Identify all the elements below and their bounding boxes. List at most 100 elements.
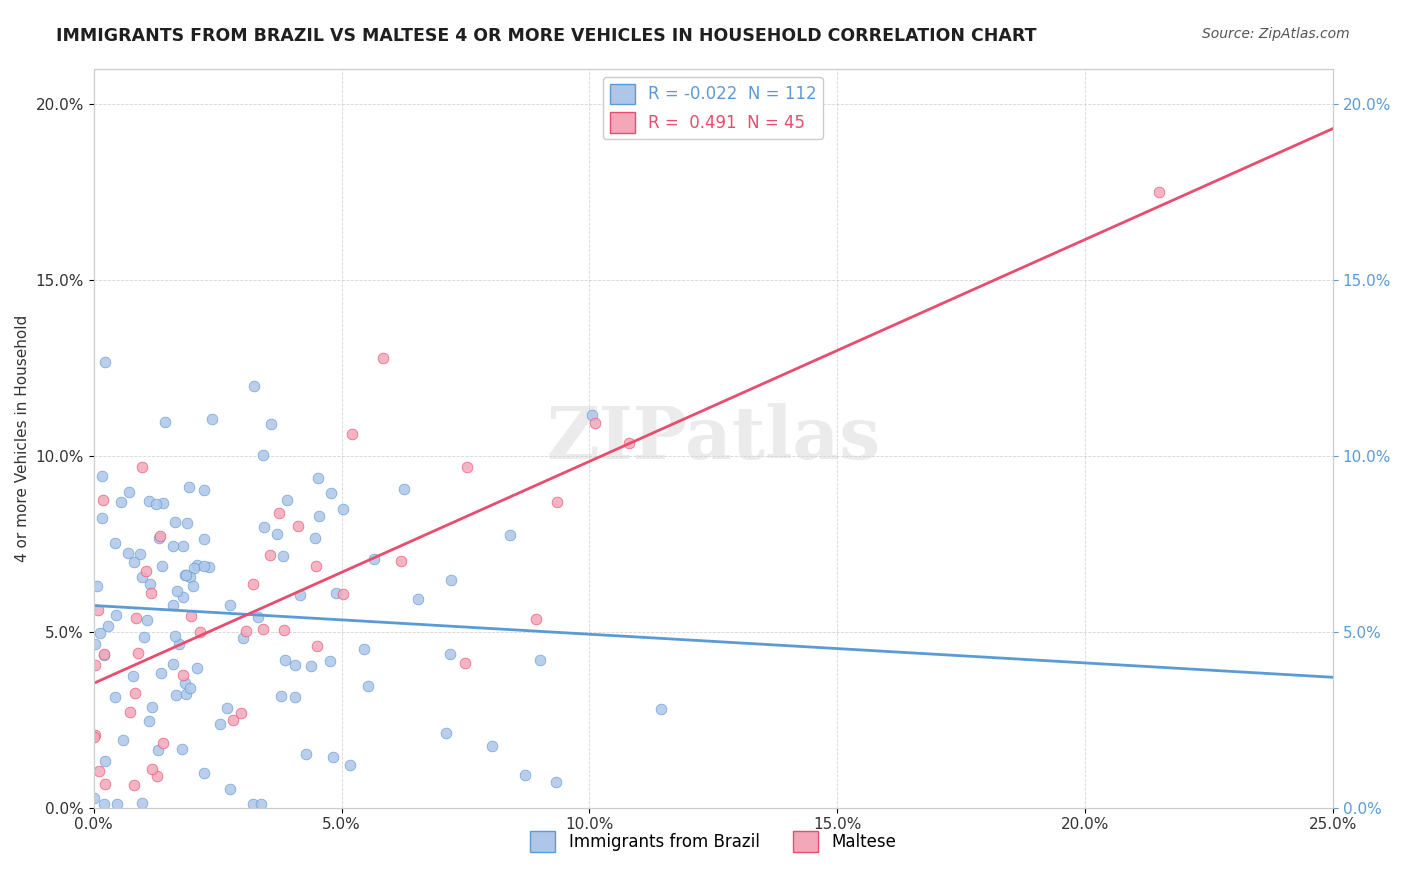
Point xyxy=(242,577,264,591)
Point xyxy=(105,797,128,812)
Point xyxy=(135,613,157,627)
Point xyxy=(481,739,503,753)
Point xyxy=(219,599,242,613)
Point xyxy=(201,412,224,426)
Point xyxy=(179,681,201,695)
Point xyxy=(150,665,173,680)
Point xyxy=(356,679,378,693)
Point xyxy=(148,743,170,757)
Point xyxy=(84,657,107,672)
Point xyxy=(141,700,163,714)
Point xyxy=(218,781,240,796)
Point xyxy=(139,586,162,600)
Point xyxy=(124,686,146,700)
Point xyxy=(104,608,127,623)
Point xyxy=(93,648,115,662)
Point xyxy=(169,637,191,651)
Point xyxy=(94,754,117,768)
Point xyxy=(235,624,257,638)
Point xyxy=(131,570,153,584)
Point xyxy=(138,576,160,591)
Point xyxy=(90,468,112,483)
Point xyxy=(146,769,169,783)
Point xyxy=(617,436,640,450)
Point xyxy=(138,493,160,508)
Point xyxy=(138,714,160,729)
Point xyxy=(93,647,115,661)
Point xyxy=(112,732,135,747)
Point xyxy=(177,480,200,494)
Point xyxy=(152,496,174,510)
Point xyxy=(165,629,187,643)
Point xyxy=(259,548,281,562)
Point xyxy=(252,622,274,636)
Point xyxy=(125,611,148,625)
Text: ZIPatlas: ZIPatlas xyxy=(546,402,880,474)
Point xyxy=(122,555,145,569)
Point xyxy=(499,527,522,541)
Point xyxy=(193,483,215,497)
Point xyxy=(546,494,568,508)
Point xyxy=(87,764,110,778)
Point xyxy=(141,762,163,776)
Point xyxy=(247,609,270,624)
Point xyxy=(134,630,156,644)
Point xyxy=(172,539,194,553)
Point xyxy=(110,495,132,509)
Point xyxy=(209,716,232,731)
Point xyxy=(122,778,145,792)
Point xyxy=(252,448,274,462)
Point xyxy=(270,689,292,703)
Point xyxy=(513,768,536,782)
Point xyxy=(174,687,197,701)
Point xyxy=(325,586,347,600)
Point xyxy=(319,654,342,668)
Text: Source: ZipAtlas.com: Source: ZipAtlas.com xyxy=(1202,27,1350,41)
Point xyxy=(162,657,184,671)
Point xyxy=(529,653,551,667)
Point xyxy=(93,797,115,812)
Point xyxy=(267,506,290,520)
Point xyxy=(454,656,477,670)
Point xyxy=(118,485,141,500)
Point xyxy=(174,676,197,690)
Point xyxy=(546,774,568,789)
Point xyxy=(406,592,429,607)
Point xyxy=(242,797,264,812)
Point xyxy=(174,567,197,582)
Point xyxy=(83,637,105,651)
Point xyxy=(149,529,172,543)
Point xyxy=(332,502,354,516)
Text: IMMIGRANTS FROM BRAZIL VS MALTESE 4 OR MORE VEHICLES IN HOUSEHOLD CORRELATION CH: IMMIGRANTS FROM BRAZIL VS MALTESE 4 OR M… xyxy=(56,27,1036,45)
Point xyxy=(193,558,215,573)
Point xyxy=(307,639,329,653)
Point xyxy=(179,569,201,583)
Point xyxy=(299,658,322,673)
Point xyxy=(391,554,413,568)
Point xyxy=(104,690,127,704)
Point xyxy=(86,578,108,592)
Point xyxy=(222,713,245,727)
Point xyxy=(162,540,184,554)
Point xyxy=(1149,185,1171,199)
Point xyxy=(91,492,114,507)
Point xyxy=(274,653,297,667)
Point xyxy=(271,549,294,563)
Point xyxy=(456,459,478,474)
Point xyxy=(135,564,157,578)
Point xyxy=(120,705,142,719)
Point xyxy=(152,559,174,574)
Point xyxy=(193,532,215,546)
Point xyxy=(353,642,375,657)
Point xyxy=(131,797,153,811)
Point xyxy=(162,598,184,612)
Point xyxy=(288,588,311,602)
Point xyxy=(319,486,342,500)
Point xyxy=(121,668,143,682)
Point xyxy=(87,603,110,617)
Point xyxy=(153,415,176,429)
Point xyxy=(284,657,307,672)
Point xyxy=(650,702,672,716)
Point xyxy=(89,626,111,640)
Point xyxy=(83,791,105,805)
